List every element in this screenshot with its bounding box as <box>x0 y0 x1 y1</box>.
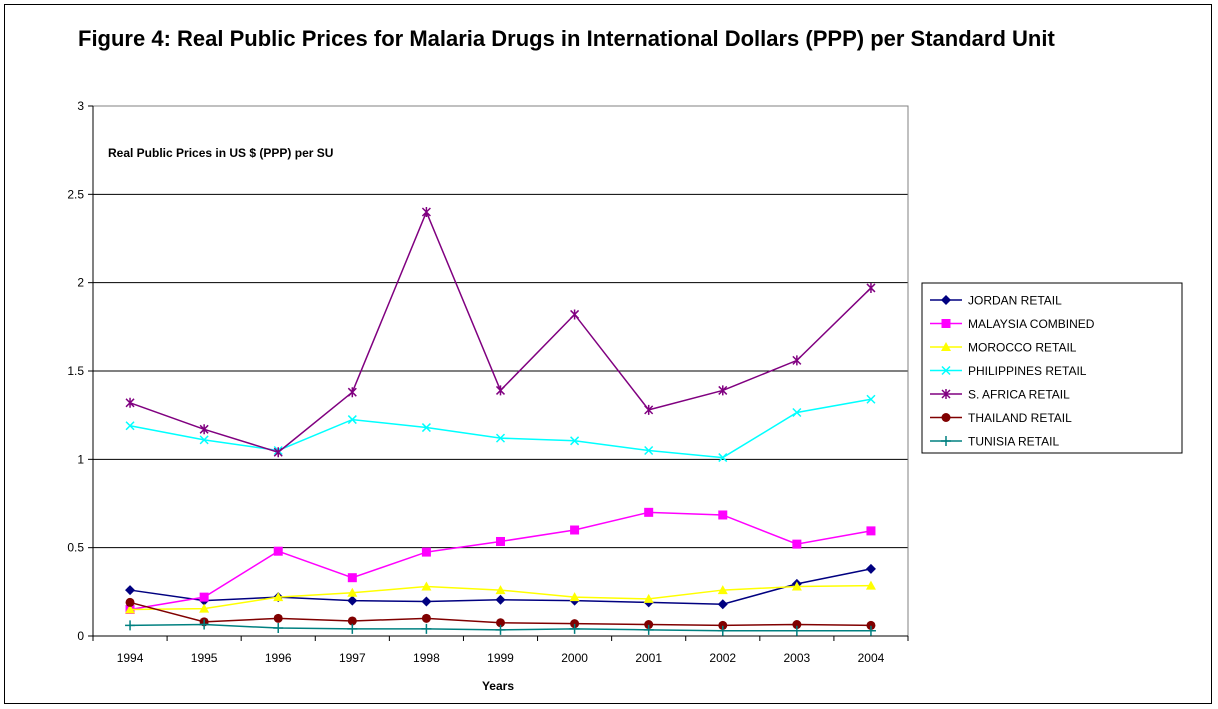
data-point <box>644 508 653 517</box>
axes: 0 0.5 1 1.5 2 2.5 3 1994 1995 1996 1997 1998 1999 200… <box>67 99 908 665</box>
data-point <box>496 595 506 605</box>
data-point <box>274 547 283 556</box>
x-axis-label: Years <box>482 679 514 693</box>
data-point <box>421 624 431 634</box>
x-tick-label: 2001 <box>635 651 662 665</box>
data-point <box>718 510 727 519</box>
x-tick-label: 1995 <box>191 651 218 665</box>
y-tick-label: 1 <box>77 452 84 466</box>
legend-label: THAILAND RETAIL <box>968 411 1072 425</box>
data-point <box>793 355 801 365</box>
data-point <box>125 620 135 630</box>
data-point <box>273 623 283 633</box>
data-point <box>200 593 209 602</box>
x-tick-label: 1996 <box>265 651 292 665</box>
data-point <box>348 387 356 397</box>
data-point <box>274 614 283 623</box>
x-tick-label: 2004 <box>858 651 885 665</box>
y-tick-label: 1.5 <box>67 364 84 378</box>
y-tick-label: 2 <box>77 276 84 290</box>
gridlines <box>93 106 908 548</box>
data-point <box>496 625 506 635</box>
data-point <box>126 398 134 408</box>
data-point <box>421 597 431 607</box>
data-point <box>200 424 208 434</box>
legend-label: MALAYSIA COMBINED <box>968 317 1095 331</box>
series-line <box>130 212 871 452</box>
legend-label: S. AFRICA RETAIL <box>968 388 1070 402</box>
chart-annotation: Real Public Prices in US $ (PPP) per SU <box>108 146 333 160</box>
data-point <box>347 596 357 606</box>
legend-marker <box>942 319 951 328</box>
data-point <box>866 526 875 535</box>
data-point <box>126 598 135 607</box>
data-point <box>497 385 505 395</box>
y-tick-label: 3 <box>77 99 84 113</box>
data-point <box>422 548 431 557</box>
data-point <box>422 207 430 217</box>
data-point <box>571 309 579 319</box>
series-philippines-retail <box>126 395 875 461</box>
legend-label: TUNISIA RETAIL <box>968 435 1059 449</box>
legend-marker <box>942 413 951 422</box>
x-tick-label: 1994 <box>117 651 144 665</box>
x-tick-label: 2002 <box>709 651 736 665</box>
x-tick-label: 2003 <box>784 651 811 665</box>
data-point <box>718 599 728 609</box>
y-tick-label: 0.5 <box>67 541 84 555</box>
data-point <box>348 573 357 582</box>
series <box>125 207 876 636</box>
data-point <box>866 564 876 574</box>
x-tick-label: 1997 <box>339 651 366 665</box>
x-tick-label: 1999 <box>487 651 514 665</box>
data-point <box>347 624 357 634</box>
data-point <box>125 585 135 595</box>
data-point <box>792 540 801 549</box>
data-point <box>867 283 875 293</box>
legend-label: PHILIPPINES RETAIL <box>968 364 1087 378</box>
legend: JORDAN RETAIL MALAYSIA COMBINED MOROCCO RE… <box>922 283 1182 453</box>
legend-label: JORDAN RETAIL <box>968 294 1062 308</box>
x-tick-label: 1998 <box>413 651 440 665</box>
data-point <box>570 526 579 535</box>
legend-label: MOROCCO RETAIL <box>968 341 1077 355</box>
y-tick-label: 0 <box>77 629 84 643</box>
series-s-africa-retail <box>126 207 875 457</box>
data-point <box>422 614 431 623</box>
y-tick-label: 2.5 <box>67 187 84 201</box>
data-point <box>496 537 505 546</box>
x-tick-label: 2000 <box>561 651 588 665</box>
series-line <box>130 399 871 457</box>
